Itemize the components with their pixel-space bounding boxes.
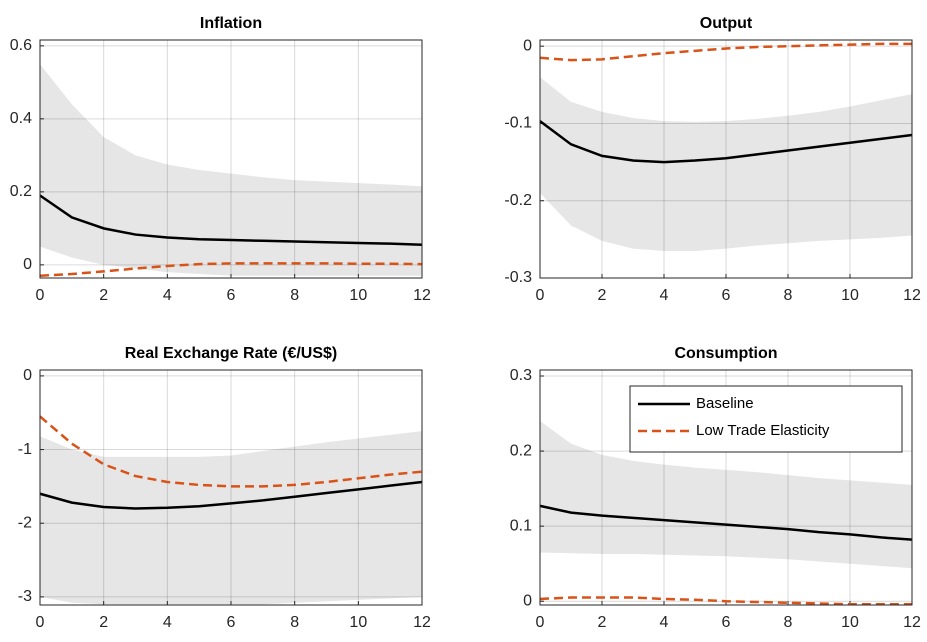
x-tick-label: 12 — [903, 614, 921, 631]
x-tick-label: 0 — [536, 614, 545, 631]
x-tick-label: 10 — [349, 287, 367, 304]
y-tick-label: 0 — [523, 37, 532, 54]
x-tick-label: 2 — [598, 614, 607, 631]
confidence-band — [540, 77, 912, 251]
y-tick-label: -1 — [18, 441, 32, 458]
series-line — [539, 42, 912, 62]
x-tick-label: 4 — [163, 614, 172, 631]
y-tick-label: -2 — [18, 514, 32, 531]
x-tick-label: 4 — [660, 287, 669, 304]
x-tick-label: 4 — [660, 614, 669, 631]
y-tick-label: -0.3 — [504, 269, 532, 286]
y-tick-label: 0.2 — [10, 183, 32, 200]
x-tick-label: 0 — [536, 287, 545, 304]
y-tick-label: 0 — [23, 367, 32, 384]
y-tick-label: 0.2 — [510, 442, 532, 459]
axes-box — [539, 39, 913, 279]
series-line — [39, 480, 423, 510]
y-tick-label: 0.6 — [10, 37, 32, 54]
x-tick-label: 0 — [36, 614, 45, 631]
chart-title: Output — [700, 15, 753, 32]
x-tick-label: 2 — [99, 287, 108, 304]
y-tick-label: -0.1 — [504, 115, 532, 132]
y-tick-label: 0.1 — [510, 517, 532, 534]
chart-title: Inflation — [200, 15, 262, 32]
series-line — [39, 194, 423, 247]
x-tick-label: 6 — [227, 614, 236, 631]
series-line — [39, 262, 423, 278]
x-tick-label: 8 — [784, 614, 793, 631]
x-tick-label: 12 — [413, 287, 431, 304]
axes-box — [39, 369, 423, 606]
x-tick-label: 4 — [163, 287, 172, 304]
x-tick-label: 10 — [841, 614, 859, 631]
chart-title: Real Exchange Rate (€/US$) — [125, 345, 338, 362]
x-tick-label: 2 — [99, 614, 108, 631]
series-line — [539, 596, 912, 606]
x-tick-label: 6 — [722, 287, 731, 304]
x-tick-label: 12 — [903, 287, 921, 304]
series-line — [539, 504, 913, 541]
x-tick-label: 2 — [598, 287, 607, 304]
confidence-band — [40, 64, 422, 276]
x-tick-label: 6 — [227, 287, 236, 304]
confidence-band — [40, 431, 422, 605]
y-tick-label: -0.2 — [504, 192, 532, 209]
y-tick-label: -3 — [18, 588, 32, 605]
y-tick-label: 0.4 — [10, 110, 32, 127]
y-tick-label: 0 — [523, 592, 532, 609]
x-tick-label: 8 — [784, 287, 793, 304]
series-line — [539, 120, 913, 164]
series-line — [39, 415, 423, 488]
y-tick-label: 0 — [23, 256, 32, 273]
x-tick-label: 8 — [290, 614, 299, 631]
chart-title: Consumption — [674, 345, 777, 362]
x-tick-label: 0 — [36, 287, 45, 304]
x-tick-label: 12 — [413, 614, 431, 631]
legend-box — [629, 385, 903, 453]
y-tick-label: 0.3 — [510, 367, 532, 384]
x-tick-label: 8 — [290, 287, 299, 304]
x-tick-label: 10 — [349, 614, 367, 631]
legend-label: Baseline — [696, 395, 754, 412]
legend-label: Low Trade Elasticity — [696, 422, 830, 439]
axes-box — [39, 39, 423, 279]
x-tick-label: 10 — [841, 287, 859, 304]
axes-box — [539, 369, 913, 606]
x-tick-label: 6 — [722, 614, 731, 631]
